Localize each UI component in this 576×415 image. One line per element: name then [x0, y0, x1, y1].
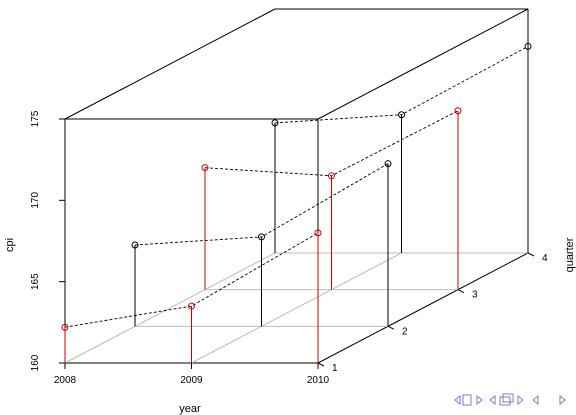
data-points [61, 42, 532, 331]
nav-subsection-icon[interactable] [502, 393, 514, 403]
tick-marks [59, 118, 535, 369]
y-axis-label: quarter [564, 237, 576, 272]
quarter-lines [64, 46, 529, 328]
data-point [524, 42, 532, 50]
stems [64, 46, 529, 363]
data-point [188, 302, 195, 310]
floor-gridline [64, 252, 276, 364]
data-point [454, 107, 462, 115]
quarter-line [134, 163, 389, 246]
y-tick-label: 1 [332, 363, 338, 374]
y-tick [457, 289, 465, 294]
nav-next-icon[interactable] [476, 394, 483, 406]
data-point [328, 172, 335, 180]
y-tick [527, 252, 535, 257]
box-edge [317, 8, 529, 120]
box-edge [317, 252, 529, 364]
plot-box [64, 8, 529, 364]
navigation-controls[interactable] [454, 393, 566, 406]
y-tick-label: 3 [472, 290, 478, 301]
x-axis-label: year [179, 403, 201, 415]
nav-last-icon[interactable] [559, 394, 566, 406]
data-point [314, 229, 322, 237]
data-point [131, 241, 139, 249]
data-point [271, 119, 279, 127]
z-tick-label: 175 [30, 110, 41, 127]
y-tick-label: 2 [402, 326, 408, 337]
box-edge [64, 8, 276, 120]
z-axis-label: cpi [4, 238, 16, 252]
floor-gridline [191, 252, 402, 364]
quarter-line [64, 232, 319, 328]
x-tick-label: 2010 [307, 375, 330, 386]
quarter-line [274, 46, 529, 124]
nav-section-icon[interactable] [499, 396, 511, 406]
x-tick-label: 2009 [180, 375, 203, 386]
data-point [398, 111, 405, 119]
quarter-line [204, 110, 459, 177]
data-point [61, 323, 69, 331]
data-point [201, 164, 209, 172]
nav-frame-icon[interactable] [462, 394, 472, 406]
nav-first-icon[interactable] [454, 394, 461, 406]
z-tick-label: 165 [30, 273, 41, 290]
z-tick-label: 170 [30, 192, 41, 209]
data-point [384, 160, 392, 168]
x-tick-label: 2008 [54, 375, 77, 386]
nav-forward-icon[interactable] [517, 394, 524, 406]
y-tick-label: 4 [542, 253, 548, 264]
z-tick-label: 160 [30, 354, 41, 371]
data-point [258, 233, 265, 241]
y-tick [317, 362, 325, 367]
floor-grid [64, 252, 528, 364]
nav-back-icon[interactable] [532, 394, 539, 406]
nav-prev-icon[interactable] [489, 394, 496, 406]
y-tick [387, 325, 395, 330]
